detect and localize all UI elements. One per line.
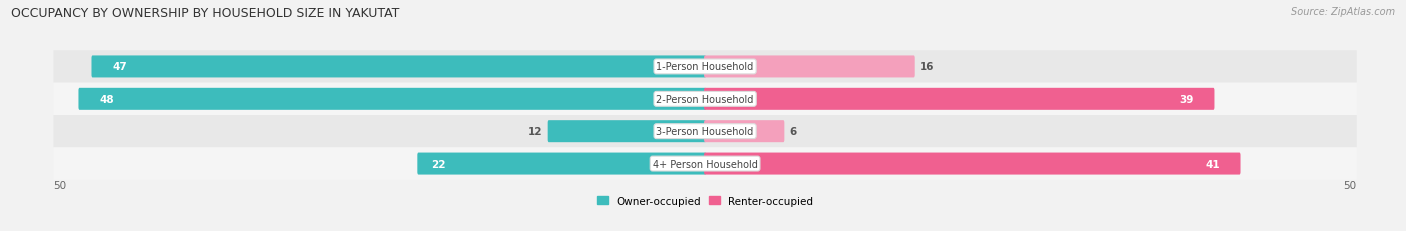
Text: 39: 39 bbox=[1180, 94, 1194, 104]
Text: 48: 48 bbox=[98, 94, 114, 104]
Text: 12: 12 bbox=[527, 127, 543, 137]
Text: 22: 22 bbox=[432, 159, 446, 169]
FancyBboxPatch shape bbox=[704, 88, 1215, 110]
FancyBboxPatch shape bbox=[704, 56, 915, 78]
FancyBboxPatch shape bbox=[53, 51, 1357, 83]
Text: 41: 41 bbox=[1205, 159, 1220, 169]
FancyBboxPatch shape bbox=[53, 83, 1357, 116]
Text: 16: 16 bbox=[920, 62, 935, 72]
Text: 1-Person Household: 1-Person Household bbox=[657, 62, 754, 72]
Text: 47: 47 bbox=[112, 62, 127, 72]
Text: 3-Person Household: 3-Person Household bbox=[657, 127, 754, 137]
Text: OCCUPANCY BY OWNERSHIP BY HOUSEHOLD SIZE IN YAKUTAT: OCCUPANCY BY OWNERSHIP BY HOUSEHOLD SIZE… bbox=[11, 7, 399, 20]
FancyBboxPatch shape bbox=[704, 121, 785, 143]
Text: 2-Person Household: 2-Person Household bbox=[657, 94, 754, 104]
FancyBboxPatch shape bbox=[53, 148, 1357, 180]
Text: 4+ Person Household: 4+ Person Household bbox=[652, 159, 758, 169]
Legend: Owner-occupied, Renter-occupied: Owner-occupied, Renter-occupied bbox=[593, 192, 817, 210]
FancyBboxPatch shape bbox=[53, 116, 1357, 148]
FancyBboxPatch shape bbox=[91, 56, 706, 78]
Text: 50: 50 bbox=[53, 180, 66, 190]
FancyBboxPatch shape bbox=[548, 121, 706, 143]
FancyBboxPatch shape bbox=[418, 153, 706, 175]
Text: Source: ZipAtlas.com: Source: ZipAtlas.com bbox=[1291, 7, 1395, 17]
Text: 6: 6 bbox=[790, 127, 797, 137]
Text: 50: 50 bbox=[1344, 180, 1357, 190]
FancyBboxPatch shape bbox=[79, 88, 706, 110]
FancyBboxPatch shape bbox=[704, 153, 1240, 175]
